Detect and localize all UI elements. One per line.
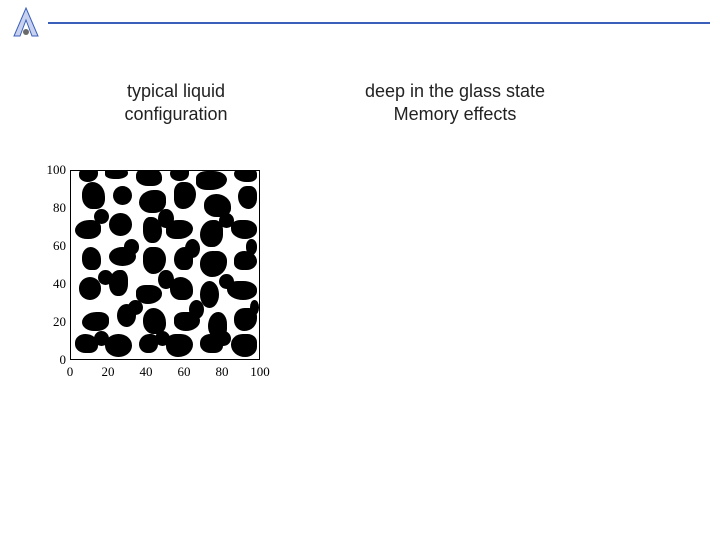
xtick-label: 80 (216, 364, 229, 380)
blob (124, 239, 139, 254)
blob (113, 186, 132, 205)
blob (98, 270, 113, 285)
blob (246, 239, 257, 254)
ytick-label: 80 (53, 200, 66, 216)
caption-left-line1: typical liquid (127, 81, 225, 101)
blob (155, 331, 170, 346)
blob (94, 331, 109, 346)
ytick-label: 20 (53, 314, 66, 330)
xtick-label: 0 (67, 364, 74, 380)
blob (94, 209, 109, 224)
ytick-label: 0 (60, 352, 67, 368)
blob (136, 170, 163, 186)
xtick-label: 20 (102, 364, 115, 380)
plot-area (70, 170, 260, 360)
blob (82, 247, 101, 270)
caption-left: typical liquid configuration (96, 80, 256, 127)
blob (82, 182, 105, 209)
blob (158, 270, 173, 289)
blob (158, 209, 173, 228)
caption-right-line1: deep in the glass state (365, 81, 545, 101)
logo-icon (8, 6, 44, 42)
blob (105, 170, 128, 179)
blob (128, 300, 143, 315)
blob (250, 300, 260, 315)
blob (238, 186, 257, 209)
blob (185, 239, 200, 258)
blob (231, 334, 258, 357)
blob (234, 170, 257, 182)
blob (170, 170, 189, 181)
blob (231, 220, 258, 239)
ytick-label: 60 (53, 238, 66, 254)
caption-right-line2: Memory effects (394, 104, 517, 124)
blob (166, 334, 193, 357)
configuration-plot: 0 20 40 60 80 100 0 20 40 60 80 100 (20, 160, 280, 400)
blob (215, 331, 230, 346)
xtick-label: 100 (250, 364, 270, 380)
ytick-label: 40 (53, 276, 66, 292)
blob (109, 213, 132, 236)
ytick-label: 100 (47, 162, 67, 178)
blob (174, 182, 197, 209)
blob (200, 251, 227, 278)
caption-right: deep in the glass state Memory effects (330, 80, 580, 127)
blob (196, 171, 226, 190)
xtick-label: 40 (140, 364, 153, 380)
blob (105, 334, 132, 357)
blob (189, 300, 204, 319)
blob (82, 312, 109, 331)
blob (79, 170, 98, 182)
caption-left-line2: configuration (124, 104, 227, 124)
xtick-label: 60 (178, 364, 191, 380)
header-divider (48, 22, 710, 24)
